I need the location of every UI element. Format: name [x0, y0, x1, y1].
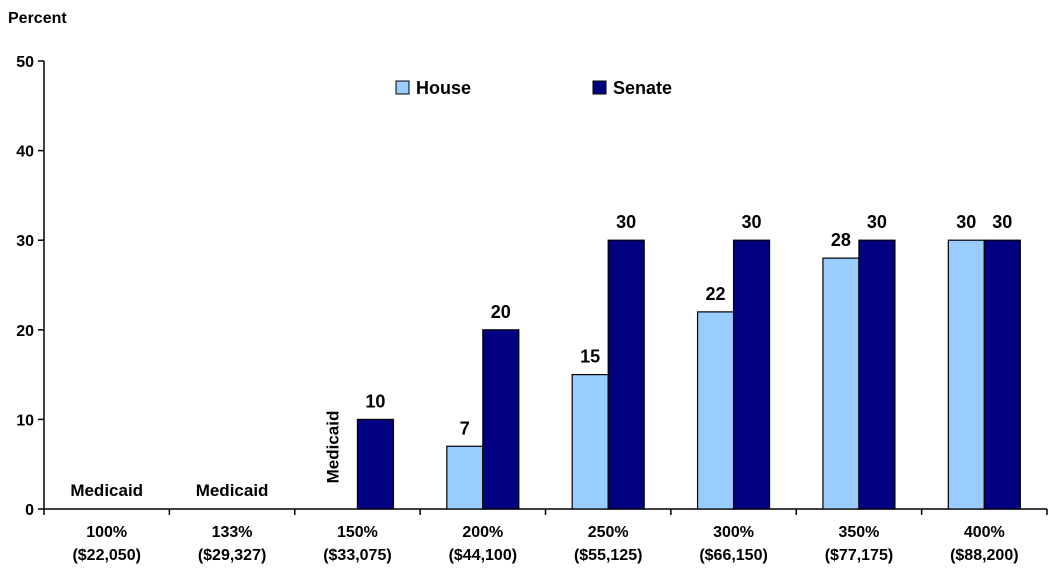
x-tick-label: 133%: [212, 524, 253, 541]
bar-senate: [356, 418, 395, 510]
x-tick-label: ($33,075): [323, 547, 392, 564]
y-axis-label: Percent: [8, 10, 67, 27]
y-tick-label: 0: [25, 502, 34, 519]
legend-label-senate: Senate: [613, 78, 672, 98]
data-label: 30: [956, 212, 976, 232]
x-tick-label: ($66,150): [699, 547, 768, 564]
bar-senate: [607, 239, 645, 510]
bar-senate: [858, 239, 896, 510]
bar-house: [822, 257, 860, 510]
x-tick-label: 350%: [838, 524, 879, 541]
bar-house: [696, 311, 735, 510]
annotation-medicaid: Medicaid: [70, 481, 143, 500]
data-label: 30: [742, 212, 762, 232]
y-tick-label: 10: [16, 412, 34, 429]
legend-swatch-house: [395, 80, 410, 95]
bar-senate: [482, 329, 520, 510]
data-label: 10: [365, 391, 385, 411]
y-tick-label: 40: [16, 144, 34, 161]
bar-house: [571, 374, 609, 510]
data-label: 7: [460, 418, 470, 438]
bars: [356, 239, 1021, 510]
bar-house: [446, 445, 484, 510]
annotation-medicaid: Medicaid: [196, 481, 269, 500]
legend-swatch-senate: [592, 80, 607, 95]
x-tick-label: 200%: [462, 524, 503, 541]
x-tick-label: ($22,050): [72, 547, 141, 564]
data-label: 30: [616, 212, 636, 232]
x-tick-label: 400%: [964, 524, 1005, 541]
data-label: 28: [831, 230, 851, 250]
data-label: 15: [580, 347, 600, 367]
data-label: 30: [992, 212, 1012, 232]
bar-senate: [732, 239, 771, 510]
legend: House Senate: [395, 78, 672, 98]
x-tick-label: ($77,175): [825, 547, 894, 564]
data-label: 22: [706, 284, 726, 304]
bar-house: [947, 239, 985, 510]
bar-senate: [983, 239, 1021, 510]
x-tick-label: 250%: [588, 524, 629, 541]
x-tick-label: 100%: [86, 524, 127, 541]
y-tick-label: 30: [16, 233, 34, 250]
x-tick-label: ($29,327): [198, 547, 267, 564]
data-label: 20: [491, 302, 511, 322]
x-tick-label: ($44,100): [449, 547, 518, 564]
x-tick-label: ($88,200): [950, 547, 1019, 564]
y-tick-label: 20: [16, 323, 34, 340]
x-tick-label: ($55,125): [574, 547, 643, 564]
legend-label-house: House: [416, 78, 471, 98]
data-labels: 7 15 22 28 30 10 20 30 30 30 30 Medicaid Medicaid Med…: [70, 212, 1012, 500]
x-tick-label: 300%: [713, 524, 754, 541]
data-label: 30: [867, 212, 887, 232]
annotation-medicaid: Medicaid: [323, 411, 342, 484]
x-tick-label: 150%: [337, 524, 378, 541]
y-tick-label: 50: [16, 54, 34, 71]
